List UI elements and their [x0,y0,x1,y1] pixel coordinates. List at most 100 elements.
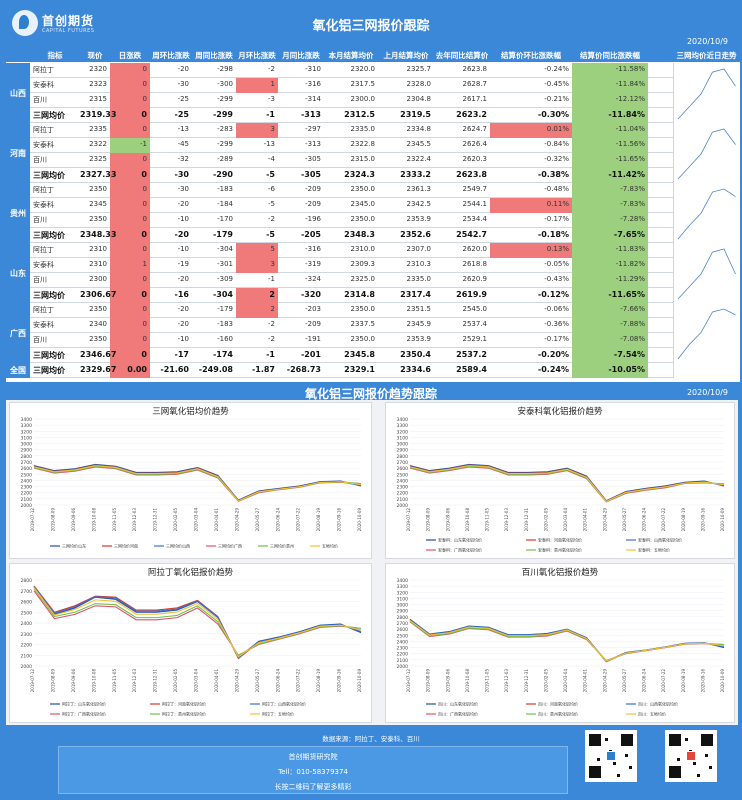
cell-value: -205 [300,230,321,239]
x-tick-label: 2019-10-08 [91,669,96,693]
cell-value: -7.66% [620,305,645,313]
row-label: 三网均价 [33,291,65,300]
region-label: 山东 [6,243,30,303]
cell-value: -0.12% [537,290,569,299]
cell-value: -7.08% [620,335,645,343]
series-line [409,619,725,663]
cell-value: -12.12% [615,95,645,103]
table-row: 阿拉丁 2350 0 -30 -183 -6 -209 2350.0 2361.3 2549.7 -… [30,183,673,198]
x-tick-label: 2019-12-03 [504,669,509,693]
cell-value: -20 [177,305,189,313]
legend-label: 三网均价河南 [114,543,138,549]
x-tick-label: 2020-03-04 [563,669,568,693]
y-tick-label: 2800 [397,454,409,460]
x-tick-label: 2020-04-01 [214,669,219,693]
cell-value: 2589.4 [456,365,487,374]
qr-code-1[interactable] [585,730,637,782]
table-row: 安泰科 2322 -1 -45 -299 -13 -313 2322.8 2345.5 2626.… [30,138,673,153]
cell-value: 2310.3 [406,260,432,268]
qr-module [685,738,688,741]
cell-value: -7.54% [613,350,645,359]
cell-value: -0.18% [537,230,569,239]
cell-value: -19 [177,260,189,268]
x-tick-label: 2020-04-01 [583,508,588,532]
cell-value: 2 [269,290,275,299]
region-sparkline [673,63,740,123]
data-source: 数据来源：阿拉丁、安泰科、百川 [322,735,420,743]
cell-value: -268.73 [286,365,321,374]
qr-module [705,754,708,757]
sparkline-line [677,188,736,240]
legend-label: 安泰科：广西氧化铝均价 [438,547,482,553]
trend-section-header: 氧化铝三网报价趋势跟踪 2020/10/9 [0,383,742,401]
legend-label: 安泰科：山东氧化铝均价 [438,537,482,543]
y-tick-label: 3400 [21,417,33,423]
cell-value: -2 [268,335,275,343]
row-label: 百川 [33,276,47,284]
cell-value: 2549.7 [462,185,488,193]
col-header: 本月结算均价 [328,51,374,60]
y-tick-label: 2200 [397,652,409,658]
x-tick-label: 2020-04-01 [214,508,219,532]
cell-highlight [110,123,150,138]
x-tick-label: 2019-09-06 [71,508,76,532]
qr-module [669,734,681,746]
cell-highlight [572,258,648,273]
cell-value: -0.06% [544,305,569,313]
row-label: 安泰科 [33,141,54,149]
cell-highlight [490,198,572,213]
cell-value: -300 [217,80,233,88]
x-tick-label: 2020-08-19 [681,669,686,693]
qr-center-logo [606,751,616,761]
cell-highlight [236,123,278,138]
y-tick-label: 2500 [21,472,33,478]
cell-highlight [572,108,648,123]
x-tick-label: 2020-07-22 [296,508,301,532]
series-line [33,465,362,502]
cell-value: -4 [268,155,275,163]
cell-value: -30 [177,185,189,193]
table-row: 百川 2315 0 -25 -299 -3 -314 2300.0 2304.8 2617.1 -0… [30,93,673,108]
cell-value: 0 [142,215,147,223]
row-label: 三网均价 [33,231,65,240]
sparkline-line [677,128,736,180]
table-header: 指标 现价 日涨跌 周环比涨跌 周同比涨跌 月环比涨跌 月同比涨跌 本月结算均价 上月结算均价去… [6,49,740,62]
x-tick-label: 2019-09-06 [71,669,76,693]
qr-module [677,758,680,761]
cell-value: -0.30% [537,110,569,119]
x-tick-label: 2019-08-09 [426,508,431,532]
cell-value: -0.17% [544,215,569,223]
region-label: 贵州 [6,183,30,243]
cell-value: 0.13% [546,245,569,253]
col-header: 指标 [47,51,63,60]
cell-value: -1.87 [251,365,275,374]
y-tick-label: 2300 [397,485,409,491]
trend-section-date: 2020/10/9 [686,388,728,397]
sparkline-line [677,248,736,300]
chart-title: 三网氧化铝均价趋势 [152,407,229,417]
qr-module [709,766,712,769]
cell-value: 0 [141,290,147,299]
region-sparkline [673,243,740,303]
region-label: 河南 [6,123,30,183]
cell-value: -209 [305,320,321,328]
legend-label: 三网均价贵州 [270,543,294,549]
cell-value: 3 [270,260,275,268]
y-tick-label: 3200 [397,590,409,596]
chart-svg: 2000210022002300240025002600270028002900… [21,417,362,549]
cell-highlight [110,93,150,108]
cell-value: -324 [305,275,321,283]
row-label: 安泰科 [33,261,54,269]
cell-value: 2319.33 [80,110,117,119]
price-table: 指标 现价 日涨跌 周环比涨跌 周同比涨跌 月环比涨跌 月同比涨跌 本月结算均价 上月结算均价去… [6,49,740,382]
x-tick-label: 2020-04-29 [234,669,239,693]
cell-value: 2327.33 [80,170,117,179]
y-tick-label: 3400 [397,417,409,423]
legend-label: 安泰科：河南氧化铝均价 [538,537,582,543]
y-tick-label: 2400 [21,478,33,484]
y-tick-label: 2000 [21,503,33,509]
qr-code-2[interactable] [665,730,717,782]
cell-value: -0.45% [544,80,569,88]
table-row: 三网均价 2306.67 0 -16 -304 2 -320 2314.8 2317.4 2619… [30,288,673,303]
cell-value: -30 [177,80,189,88]
